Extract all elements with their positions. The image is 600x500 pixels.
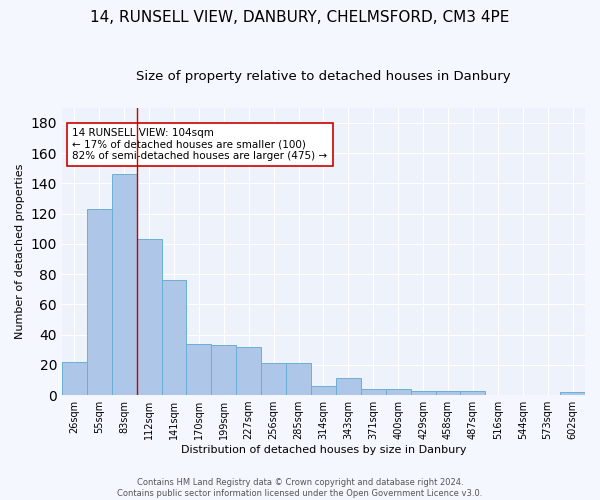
Bar bbox=[336, 378, 361, 395]
Bar bbox=[87, 209, 112, 395]
Text: 14, RUNSELL VIEW, DANBURY, CHELMSFORD, CM3 4PE: 14, RUNSELL VIEW, DANBURY, CHELMSFORD, C… bbox=[91, 10, 509, 25]
Text: 14 RUNSELL VIEW: 104sqm
← 17% of detached houses are smaller (100)
82% of semi-d: 14 RUNSELL VIEW: 104sqm ← 17% of detache… bbox=[73, 128, 328, 161]
Bar bbox=[211, 345, 236, 395]
Bar bbox=[236, 346, 261, 395]
Bar bbox=[560, 392, 585, 395]
Text: Contains HM Land Registry data © Crown copyright and database right 2024.
Contai: Contains HM Land Registry data © Crown c… bbox=[118, 478, 482, 498]
Bar bbox=[137, 240, 161, 395]
Bar bbox=[361, 389, 386, 395]
Bar bbox=[436, 390, 460, 395]
Bar bbox=[460, 390, 485, 395]
X-axis label: Distribution of detached houses by size in Danbury: Distribution of detached houses by size … bbox=[181, 445, 466, 455]
Y-axis label: Number of detached properties: Number of detached properties bbox=[15, 164, 25, 339]
Bar bbox=[112, 174, 137, 395]
Bar bbox=[187, 344, 211, 395]
Bar bbox=[261, 364, 286, 395]
Bar bbox=[386, 389, 410, 395]
Bar bbox=[161, 280, 187, 395]
Bar bbox=[410, 390, 436, 395]
Bar bbox=[311, 386, 336, 395]
Bar bbox=[62, 362, 87, 395]
Bar bbox=[286, 364, 311, 395]
Title: Size of property relative to detached houses in Danbury: Size of property relative to detached ho… bbox=[136, 70, 511, 83]
